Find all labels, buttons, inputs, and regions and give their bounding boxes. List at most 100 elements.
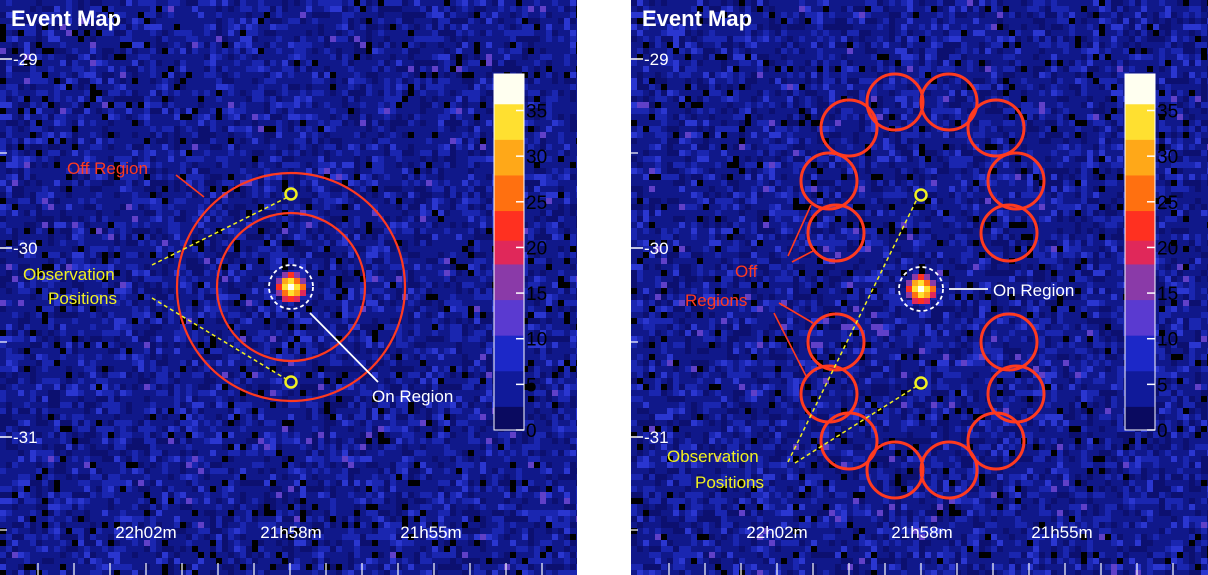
map-pixel <box>186 456 192 462</box>
map-pixel <box>444 48 450 54</box>
map-pixel <box>138 372 144 378</box>
map-pixel <box>414 468 420 474</box>
map-pixel <box>72 546 78 552</box>
map-pixel <box>258 306 264 312</box>
map-pixel <box>114 258 120 264</box>
map-pixel <box>192 372 198 378</box>
map-pixel <box>192 216 198 222</box>
map-pixel <box>30 24 36 30</box>
map-pixel <box>516 42 522 48</box>
map-pixel <box>282 396 288 402</box>
map-pixel <box>234 354 240 360</box>
map-pixel <box>30 138 36 144</box>
map-pixel <box>24 570 30 575</box>
map-pixel <box>444 18 450 24</box>
map-pixel <box>180 330 186 336</box>
map-pixel <box>318 234 324 240</box>
map-pixel <box>222 228 228 234</box>
map-pixel <box>378 348 384 354</box>
map-pixel <box>240 504 246 510</box>
map-pixel <box>258 336 264 342</box>
map-pixel <box>276 228 282 234</box>
map-pixel <box>138 198 144 204</box>
map-pixel <box>144 108 150 114</box>
map-pixel <box>276 174 282 180</box>
map-pixel <box>318 246 324 252</box>
map-pixel <box>66 84 72 90</box>
map-pixel <box>18 102 24 108</box>
map-pixel <box>312 552 318 558</box>
map-pixel <box>372 558 378 564</box>
map-pixel <box>264 342 270 348</box>
map-pixel <box>342 180 348 186</box>
map-pixel <box>414 516 420 522</box>
map-pixel <box>576 558 577 564</box>
map-pixel <box>528 42 534 48</box>
map-pixel <box>90 540 96 546</box>
map-pixel <box>84 558 90 564</box>
map-pixel <box>24 516 30 522</box>
map-pixel <box>402 342 408 348</box>
map-pixel <box>480 522 486 528</box>
map-pixel <box>150 402 156 408</box>
map-pixel <box>54 138 60 144</box>
map-pixel <box>36 288 42 294</box>
map-pixel <box>240 318 246 324</box>
map-pixel <box>360 234 366 240</box>
map-pixel <box>402 150 408 156</box>
map-pixel <box>144 270 150 276</box>
map-pixel <box>468 198 474 204</box>
map-pixel <box>534 168 540 174</box>
map-pixel <box>0 426 6 432</box>
map-pixel <box>270 258 276 264</box>
map-pixel <box>6 288 12 294</box>
map-pixel <box>432 348 438 354</box>
map-pixel <box>270 312 276 318</box>
map-pixel <box>180 312 186 318</box>
map-pixel <box>78 258 84 264</box>
map-pixel <box>324 540 330 546</box>
map-pixel <box>306 384 312 390</box>
map-pixel <box>390 420 396 426</box>
map-pixel <box>444 180 450 186</box>
map-pixel <box>252 78 258 84</box>
map-pixel <box>246 48 252 54</box>
map-pixel <box>240 474 246 480</box>
map-pixel <box>258 468 264 474</box>
map-pixel <box>144 336 150 342</box>
map-pixel <box>48 138 54 144</box>
map-pixel <box>216 528 222 534</box>
map-pixel <box>138 276 144 282</box>
map-pixel <box>402 222 408 228</box>
map-pixel <box>210 552 216 558</box>
map-pixel <box>222 240 228 246</box>
map-pixel <box>12 276 18 282</box>
map-pixel <box>48 18 54 24</box>
map-pixel <box>210 138 216 144</box>
map-pixel <box>132 240 138 246</box>
map-pixel <box>66 498 72 504</box>
map-pixel <box>336 174 342 180</box>
map-pixel <box>222 492 228 498</box>
map-pixel <box>300 504 306 510</box>
map-pixel <box>552 414 558 420</box>
map-pixel <box>354 546 360 552</box>
map-pixel <box>576 72 577 78</box>
map-pixel <box>522 246 528 252</box>
map-pixel <box>564 426 570 432</box>
map-pixel <box>426 222 432 228</box>
map-pixel <box>222 0 228 6</box>
map-pixel <box>402 474 408 480</box>
map-pixel <box>162 564 168 570</box>
map-pixel <box>96 60 102 66</box>
map-pixel <box>570 18 576 24</box>
map-pixel <box>102 252 108 258</box>
map-pixel <box>342 162 348 168</box>
map-pixel <box>444 300 450 306</box>
map-pixel <box>174 132 180 138</box>
map-pixel <box>222 66 228 72</box>
map-pixel <box>414 180 420 186</box>
map-pixel <box>120 228 126 234</box>
map-pixel <box>474 162 480 168</box>
map-pixel <box>450 492 456 498</box>
